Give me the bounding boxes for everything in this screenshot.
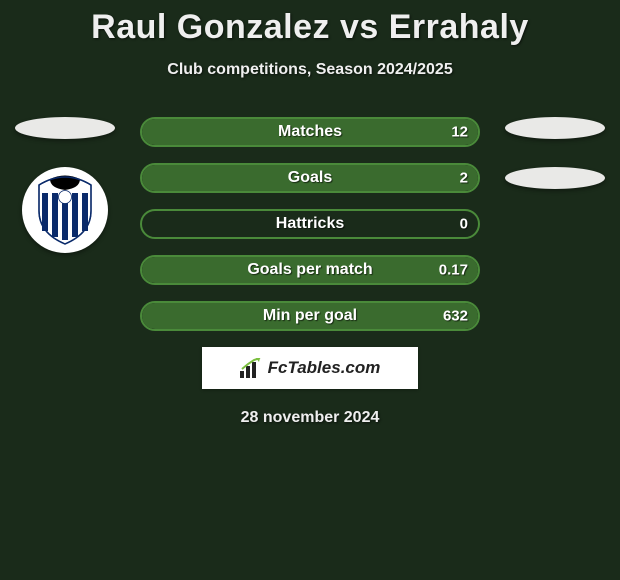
stat-bar: Goals per match 0.17 [140, 255, 480, 285]
brand-logo-icon [240, 358, 262, 378]
brand-text: FcTables.com [268, 358, 381, 378]
stat-bar-value-right: 2 [460, 170, 468, 187]
stat-bar-value-right: 0.17 [439, 262, 468, 279]
stat-bar: Goals 2 [140, 163, 480, 193]
stat-bar-label: Min per goal [263, 307, 357, 325]
stat-bar: Min per goal 632 [140, 301, 480, 331]
stat-bar: Matches 12 [140, 117, 480, 147]
brand-box: FcTables.com [202, 347, 418, 389]
date-text: 28 november 2024 [0, 389, 620, 427]
stat-bar-label: Hattricks [276, 215, 344, 233]
stat-bar-label: Matches [278, 123, 342, 141]
club-crest-left [22, 167, 108, 253]
subtitle: Club competitions, Season 2024/2025 [0, 47, 620, 79]
crest-icon [35, 175, 95, 245]
comparison-content: Matches 12 Goals 2 Hattricks 0 Goals per match… [0, 117, 620, 427]
stat-bar-value-right: 0 [460, 216, 468, 233]
player-photo-placeholder-right-1 [505, 117, 605, 139]
stat-bars: Matches 12 Goals 2 Hattricks 0 Goals per match… [140, 117, 480, 331]
stat-bar-label: Goals [288, 169, 332, 187]
left-player-column [10, 117, 120, 253]
right-player-column [500, 117, 610, 217]
player-photo-placeholder-right-2 [505, 167, 605, 189]
stat-bar-value-right: 632 [443, 308, 468, 325]
player-photo-placeholder-left [15, 117, 115, 139]
stat-bar-value-right: 12 [451, 124, 468, 141]
stat-bar: Hattricks 0 [140, 209, 480, 239]
page-title: Raul Gonzalez vs Errahaly [0, 0, 620, 47]
stat-bar-label: Goals per match [247, 261, 372, 279]
